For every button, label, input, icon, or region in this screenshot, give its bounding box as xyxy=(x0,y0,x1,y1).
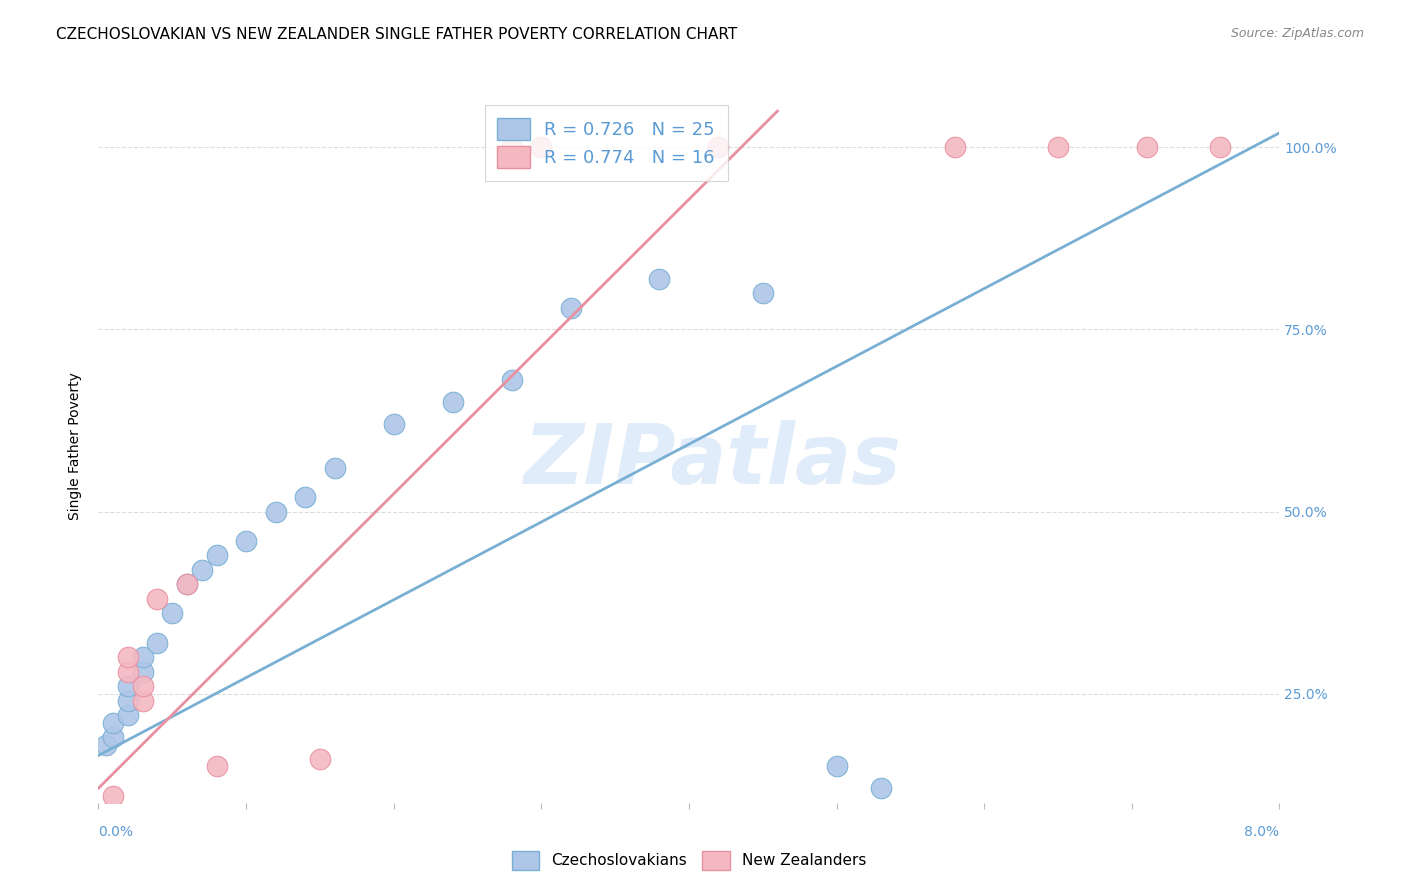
Point xyxy=(869,781,891,796)
Point xyxy=(323,460,346,475)
Point xyxy=(117,650,139,665)
Point xyxy=(501,140,523,154)
Text: CZECHOSLOVAKIAN VS NEW ZEALANDER SINGLE FATHER POVERTY CORRELATION CHART: CZECHOSLOVAKIAN VS NEW ZEALANDER SINGLE … xyxy=(56,27,738,42)
Point xyxy=(132,694,155,708)
Point xyxy=(707,140,730,154)
Point xyxy=(191,563,214,577)
Point xyxy=(530,140,553,154)
Point xyxy=(235,533,257,548)
Point xyxy=(117,679,139,693)
Point xyxy=(176,577,198,591)
Point xyxy=(1046,140,1069,154)
Point xyxy=(648,271,671,285)
Point xyxy=(205,548,228,562)
Point xyxy=(294,490,316,504)
Point xyxy=(132,679,155,693)
Point xyxy=(205,759,228,773)
Point xyxy=(943,140,966,154)
Point xyxy=(94,738,117,752)
Point xyxy=(1209,140,1232,154)
Point xyxy=(132,665,155,679)
Point xyxy=(176,577,198,591)
Point xyxy=(103,731,125,745)
Point xyxy=(1135,140,1157,154)
Point xyxy=(132,650,155,665)
Point xyxy=(751,286,773,301)
Point xyxy=(441,395,464,409)
Point xyxy=(308,752,332,766)
Point xyxy=(146,591,169,606)
Point xyxy=(103,715,125,730)
Point xyxy=(117,665,139,679)
Text: 0.0%: 0.0% xyxy=(98,825,134,839)
Point xyxy=(382,417,405,432)
Text: Source: ZipAtlas.com: Source: ZipAtlas.com xyxy=(1230,27,1364,40)
Point xyxy=(162,607,183,621)
Y-axis label: Single Father Poverty: Single Father Poverty xyxy=(69,372,83,520)
Legend: Czechoslovakians, New Zealanders: Czechoslovakians, New Zealanders xyxy=(503,843,875,877)
Text: ZIPatlas: ZIPatlas xyxy=(523,420,901,500)
Point xyxy=(264,504,287,518)
Point xyxy=(825,759,848,773)
Point xyxy=(146,635,169,649)
Point xyxy=(560,301,582,315)
Point xyxy=(117,694,139,708)
Point xyxy=(103,789,125,803)
Point xyxy=(501,374,523,388)
Point xyxy=(117,708,139,723)
Text: 8.0%: 8.0% xyxy=(1244,825,1279,839)
